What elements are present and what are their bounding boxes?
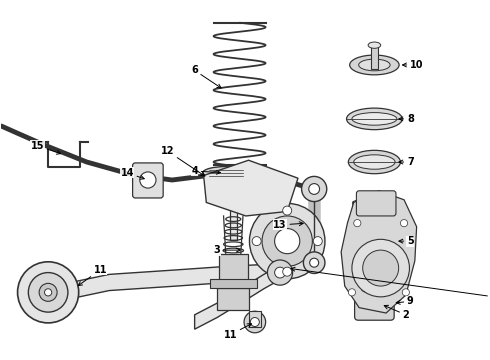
Ellipse shape <box>354 155 395 169</box>
Text: 4: 4 <box>191 166 220 176</box>
Circle shape <box>303 252 325 274</box>
Ellipse shape <box>352 113 397 125</box>
Polygon shape <box>75 265 278 298</box>
Text: 2: 2 <box>384 305 409 320</box>
Circle shape <box>352 239 410 297</box>
FancyBboxPatch shape <box>355 286 394 320</box>
Circle shape <box>313 237 322 246</box>
Text: 11: 11 <box>78 265 107 285</box>
Circle shape <box>301 176 327 202</box>
Text: 13: 13 <box>273 220 303 230</box>
Circle shape <box>244 311 266 333</box>
Circle shape <box>363 250 399 286</box>
Text: 8: 8 <box>399 114 414 124</box>
Circle shape <box>400 220 408 227</box>
Circle shape <box>283 267 292 276</box>
Text: 1: 1 <box>291 267 490 302</box>
Circle shape <box>250 318 259 327</box>
Bar <box>217 288 249 310</box>
Circle shape <box>309 184 319 194</box>
Circle shape <box>45 289 52 296</box>
Polygon shape <box>204 160 298 216</box>
Ellipse shape <box>350 55 399 75</box>
Circle shape <box>310 258 318 267</box>
Text: 15: 15 <box>30 141 61 154</box>
Ellipse shape <box>359 59 390 71</box>
Circle shape <box>354 220 361 227</box>
Bar <box>230 186 237 240</box>
Circle shape <box>283 206 292 215</box>
Circle shape <box>28 273 68 312</box>
Circle shape <box>140 172 156 188</box>
Text: 5: 5 <box>399 236 414 246</box>
Circle shape <box>18 262 79 323</box>
Ellipse shape <box>362 286 387 293</box>
Polygon shape <box>341 191 416 313</box>
Text: 12: 12 <box>161 146 205 176</box>
Circle shape <box>274 229 300 254</box>
Circle shape <box>262 216 312 266</box>
FancyBboxPatch shape <box>133 163 163 198</box>
Bar <box>219 254 247 288</box>
Circle shape <box>39 283 57 301</box>
Text: 6: 6 <box>191 66 221 88</box>
Bar <box>248 311 261 327</box>
Ellipse shape <box>203 167 249 179</box>
FancyBboxPatch shape <box>356 191 396 216</box>
Text: 7: 7 <box>399 157 414 167</box>
Circle shape <box>268 260 293 285</box>
Polygon shape <box>195 266 278 329</box>
Circle shape <box>402 289 410 296</box>
Bar <box>210 279 257 288</box>
Circle shape <box>348 289 356 296</box>
Circle shape <box>274 267 285 278</box>
Ellipse shape <box>348 150 400 174</box>
Bar <box>371 44 378 68</box>
Text: 3: 3 <box>214 245 240 255</box>
Text: 14: 14 <box>121 168 144 179</box>
Text: 10: 10 <box>402 60 423 70</box>
Text: 9: 9 <box>396 296 414 306</box>
Text: 11: 11 <box>224 324 251 339</box>
Circle shape <box>252 237 261 246</box>
Ellipse shape <box>368 42 381 48</box>
Ellipse shape <box>346 108 402 130</box>
Circle shape <box>249 203 325 279</box>
